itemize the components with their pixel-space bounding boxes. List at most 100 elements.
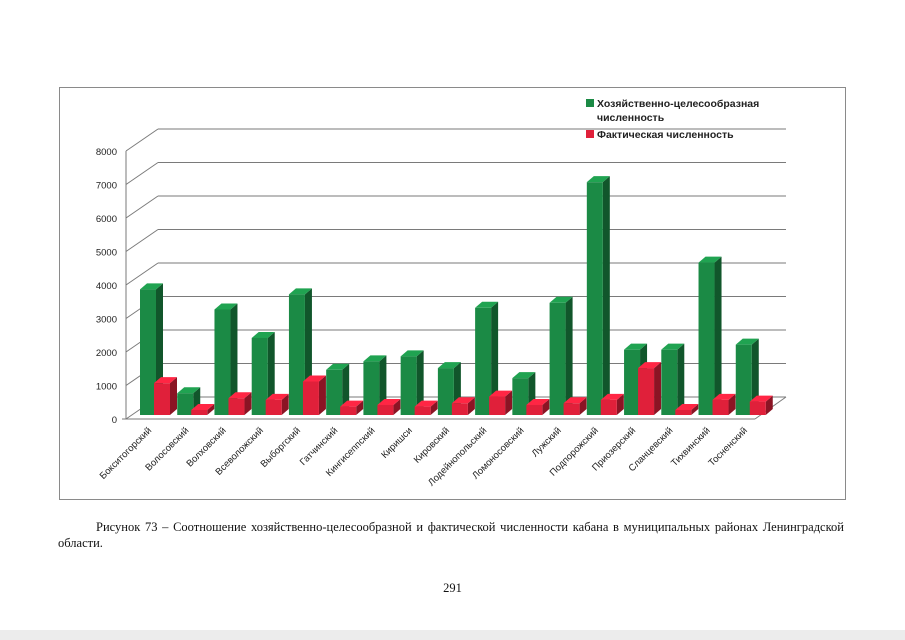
bar-top bbox=[512, 372, 536, 379]
bar-top bbox=[563, 397, 587, 404]
gridline-side bbox=[125, 262, 159, 286]
bar-top bbox=[600, 393, 624, 400]
bar-planned bbox=[326, 369, 343, 415]
scan-edge bbox=[0, 630, 905, 640]
bar-planned bbox=[437, 368, 454, 415]
bar-top bbox=[586, 176, 610, 183]
bar-top bbox=[251, 331, 275, 338]
bar-side bbox=[430, 400, 438, 415]
legend-label-actual: Фактическая численность bbox=[597, 129, 734, 141]
bar-planned bbox=[140, 289, 156, 415]
bar-actual bbox=[191, 409, 208, 415]
y-tick-label: 2000 bbox=[96, 348, 117, 359]
bar-side bbox=[616, 393, 624, 415]
bar-top bbox=[624, 343, 648, 350]
y-tick-label: 1000 bbox=[96, 382, 117, 393]
bar-planned bbox=[698, 262, 715, 415]
bar-top bbox=[414, 400, 438, 407]
y-tick-label: 5000 bbox=[96, 248, 117, 259]
bar-planned bbox=[214, 309, 231, 415]
bar-side bbox=[602, 176, 610, 415]
bar-top bbox=[191, 403, 215, 410]
legend-swatch-actual bbox=[586, 130, 594, 138]
bar-planned bbox=[400, 356, 417, 415]
bars bbox=[140, 176, 773, 415]
bar-side bbox=[467, 397, 475, 415]
bar-actual bbox=[489, 396, 506, 415]
bar-actual bbox=[712, 399, 729, 415]
bar-top bbox=[698, 256, 722, 263]
bar-actual bbox=[377, 404, 394, 415]
bar-actual bbox=[749, 401, 766, 415]
bar-side bbox=[230, 303, 238, 415]
bar-side bbox=[714, 256, 722, 415]
y-tick-label: 7000 bbox=[96, 181, 117, 192]
bar-side bbox=[281, 393, 289, 415]
bar-side bbox=[505, 390, 513, 415]
bar-top bbox=[377, 398, 401, 405]
bar-top bbox=[302, 375, 326, 382]
legend-label-planned-line2: численность bbox=[597, 112, 665, 124]
bar-side bbox=[765, 395, 773, 415]
bar-actual bbox=[340, 406, 357, 415]
bar-planned bbox=[661, 349, 678, 415]
bar-side bbox=[728, 393, 736, 415]
bar-planned bbox=[512, 378, 529, 415]
bar-side bbox=[393, 398, 401, 415]
y-tick-label: 4000 bbox=[96, 281, 117, 292]
bar-planned bbox=[624, 349, 641, 415]
bar-actual bbox=[526, 404, 543, 415]
bar-actual bbox=[675, 409, 692, 415]
legend: Хозяйственно-целесообразная численность … bbox=[586, 98, 759, 141]
x-tick-label: Бокситогорский bbox=[98, 425, 154, 481]
bar-top bbox=[326, 363, 350, 370]
bar-planned bbox=[586, 182, 603, 415]
bar-top bbox=[177, 387, 201, 394]
bar-top bbox=[214, 303, 238, 310]
bar-planned bbox=[735, 344, 752, 415]
bar-side bbox=[318, 375, 326, 415]
bar-top bbox=[437, 362, 461, 369]
bar-top bbox=[228, 392, 252, 399]
bar-top bbox=[400, 350, 424, 357]
bar-actual bbox=[414, 406, 431, 415]
bar-top bbox=[638, 362, 662, 369]
bar-top bbox=[288, 288, 312, 295]
bar-top bbox=[526, 398, 550, 405]
bar-top bbox=[265, 393, 289, 400]
x-tick-label: Тихвинский bbox=[669, 425, 713, 469]
gridline-side bbox=[125, 195, 159, 219]
x-tick-label: Тосненский bbox=[706, 425, 749, 468]
bar-side bbox=[491, 301, 499, 415]
bar-top bbox=[340, 400, 364, 407]
bar-actual bbox=[228, 398, 245, 415]
bar-planned bbox=[288, 294, 305, 415]
bar-side bbox=[416, 350, 424, 415]
gridline-side bbox=[125, 162, 159, 185]
bar-chart: 0 1000 2000 3000 4000 5000 6000 7000 8000 Боксит… bbox=[96, 98, 787, 488]
bar-side bbox=[579, 397, 587, 415]
y-tick-label: 0 bbox=[112, 415, 117, 426]
bar-side bbox=[542, 398, 550, 415]
bar-actual bbox=[302, 381, 319, 415]
bar-top bbox=[661, 343, 685, 350]
bar-actual bbox=[154, 383, 170, 415]
bar-actual bbox=[563, 403, 580, 415]
bar-actual bbox=[600, 399, 617, 415]
x-tick-label: Выборгский bbox=[259, 425, 304, 470]
bar-planned bbox=[177, 393, 194, 415]
x-axis-labels: БокситогорскийВолосовскийВолховскийВсево… bbox=[98, 425, 750, 488]
y-axis: 0 1000 2000 3000 4000 5000 6000 7000 8000 bbox=[96, 147, 787, 426]
legend-label-planned-line1: Хозяйственно-целесообразная bbox=[597, 98, 759, 110]
chart-frame: 0 1000 2000 3000 4000 5000 6000 7000 8000 Боксит… bbox=[59, 87, 846, 500]
x-tick-label: Киришси bbox=[379, 425, 414, 460]
bar-actual bbox=[638, 368, 655, 415]
bar-top bbox=[451, 397, 475, 404]
gridline-side bbox=[125, 128, 159, 152]
page-number: 291 bbox=[443, 581, 462, 595]
bar-top bbox=[749, 395, 773, 402]
bar-actual bbox=[451, 403, 468, 415]
bar-top bbox=[549, 296, 573, 303]
bar-planned bbox=[475, 307, 492, 415]
bar-top bbox=[735, 338, 759, 345]
